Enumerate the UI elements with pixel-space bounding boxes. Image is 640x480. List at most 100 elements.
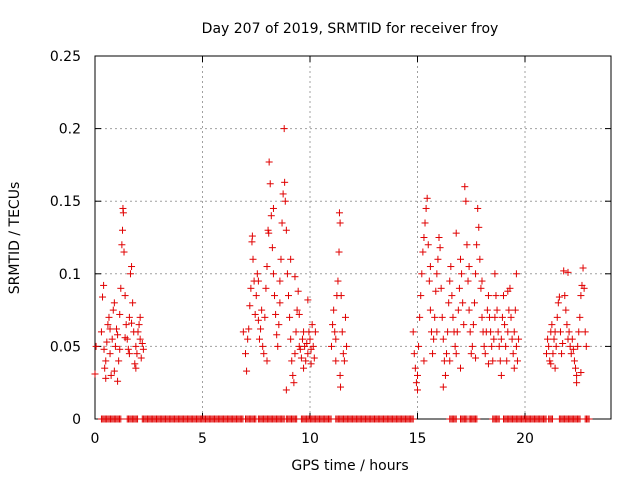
- data-point: [511, 306, 519, 314]
- data-point: [560, 267, 568, 275]
- data-point: [257, 325, 265, 333]
- data-point: [91, 370, 99, 378]
- data-point: [100, 345, 108, 353]
- data-point: [512, 270, 520, 278]
- data-point: [116, 345, 124, 353]
- data-point: [568, 335, 576, 343]
- data-point: [573, 371, 581, 379]
- x-tick-label: 0: [91, 431, 100, 447]
- data-point: [252, 292, 260, 300]
- data-point: [546, 357, 554, 365]
- data-point: [248, 232, 256, 240]
- data-point: [487, 328, 495, 336]
- data-point: [307, 360, 315, 368]
- data-point: [114, 377, 122, 385]
- data-point: [125, 350, 133, 358]
- data-point: [239, 328, 247, 336]
- data-point: [132, 342, 140, 350]
- data-point: [437, 284, 445, 292]
- data-point: [133, 350, 141, 358]
- data-point: [495, 342, 503, 350]
- data-point: [304, 350, 312, 358]
- data-point: [280, 125, 288, 133]
- data-point: [129, 299, 137, 307]
- data-point: [414, 371, 421, 379]
- data-point: [414, 386, 421, 394]
- data-point: [493, 306, 501, 314]
- data-point: [581, 328, 589, 336]
- data-point: [294, 287, 302, 295]
- data-point: [249, 255, 257, 263]
- data-point: [561, 292, 569, 300]
- data-point: [508, 335, 516, 343]
- data-point: [128, 319, 136, 327]
- data-point: [336, 219, 344, 227]
- data-point: [543, 350, 550, 358]
- data-point: [247, 284, 255, 292]
- data-point: [498, 313, 506, 321]
- data-point: [101, 364, 109, 372]
- data-point: [555, 293, 563, 301]
- data-point: [244, 335, 252, 343]
- data-point: [338, 328, 346, 336]
- data-point: [251, 310, 259, 318]
- data-point: [496, 357, 504, 365]
- data-point: [416, 313, 424, 321]
- data-point: [287, 335, 295, 343]
- data-point: [429, 350, 437, 358]
- data-point: [497, 371, 505, 379]
- data-point: [106, 325, 114, 333]
- data-point: [478, 277, 486, 285]
- data-point: [339, 350, 347, 358]
- data-point: [288, 357, 296, 365]
- data-point: [433, 270, 441, 278]
- data-point: [328, 342, 335, 350]
- data-point: [116, 310, 124, 318]
- plot-frame: [94, 55, 612, 420]
- data-point: [457, 364, 464, 372]
- data-point: [111, 342, 119, 350]
- data-point: [102, 374, 110, 382]
- data-point: [573, 379, 581, 387]
- data-point: [439, 335, 447, 343]
- data-points: [91, 125, 593, 423]
- data-point: [419, 248, 427, 256]
- data-point: [285, 292, 292, 300]
- data-point: [109, 306, 117, 314]
- data-point: [552, 342, 560, 350]
- data-point: [266, 180, 274, 188]
- data-point: [337, 292, 345, 300]
- data-point: [340, 357, 348, 365]
- data-point: [484, 360, 492, 368]
- data-point: [559, 339, 567, 347]
- data-point: [570, 357, 578, 365]
- data-point: [575, 328, 583, 336]
- data-point: [424, 241, 432, 249]
- data-point: [126, 270, 134, 278]
- data-point: [246, 302, 254, 310]
- x-tick-label: 15: [409, 431, 427, 447]
- data-point: [341, 313, 349, 321]
- data-point: [476, 255, 484, 263]
- data-point: [513, 357, 521, 365]
- data-point: [302, 357, 310, 365]
- data-point: [309, 342, 317, 350]
- data-point: [550, 335, 558, 343]
- data-point: [121, 292, 129, 300]
- data-point: [585, 415, 593, 423]
- data-point: [448, 292, 456, 300]
- data-point: [415, 342, 423, 350]
- data-point: [483, 306, 491, 314]
- data-point: [122, 321, 130, 329]
- data-point: [337, 383, 345, 391]
- data-point: [510, 328, 518, 336]
- y-tick-label: 0.25: [50, 49, 81, 65]
- data-point: [547, 360, 555, 368]
- data-point: [304, 296, 312, 304]
- data-point: [295, 310, 303, 318]
- data-point: [503, 357, 511, 365]
- data-point: [113, 325, 120, 333]
- data-point: [582, 342, 590, 350]
- y-tick-label: 0.1: [59, 267, 81, 283]
- data-point: [283, 270, 291, 278]
